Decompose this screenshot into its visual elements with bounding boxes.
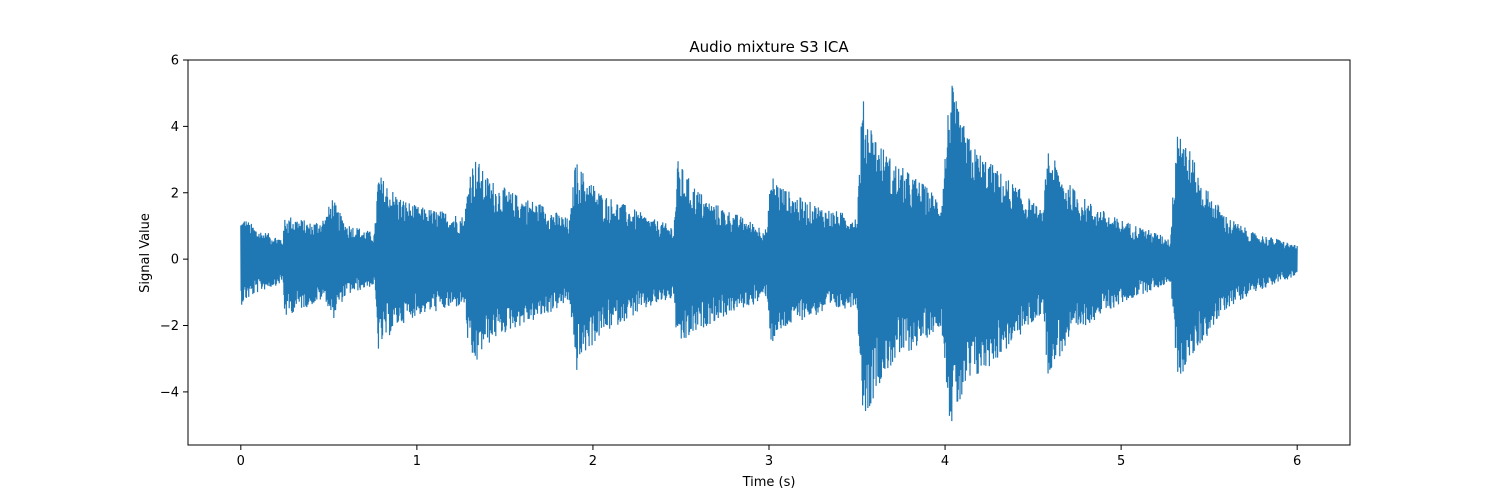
y-tick-label: 6 bbox=[171, 54, 179, 69]
x-tick-label: 2 bbox=[589, 454, 597, 469]
chart-title: Audio mixture S3 ICA bbox=[689, 38, 849, 56]
x-axis-title: Time (s) bbox=[742, 475, 796, 490]
y-tick-label: 2 bbox=[171, 186, 179, 201]
x-axis: 0 1 2 3 4 5 6 bbox=[237, 445, 1301, 469]
y-tick-label: 4 bbox=[171, 120, 179, 135]
x-tick-label: 0 bbox=[237, 454, 245, 469]
x-tick-label: 5 bbox=[1117, 454, 1125, 469]
y-tick-label: −2 bbox=[160, 319, 179, 334]
x-tick-label: 3 bbox=[765, 454, 773, 469]
y-tick-label: −4 bbox=[160, 385, 179, 400]
y-axis: −4 −2 0 2 4 6 bbox=[160, 54, 188, 400]
x-tick-label: 6 bbox=[1293, 454, 1301, 469]
x-tick-label: 1 bbox=[413, 454, 421, 469]
y-tick-label: 0 bbox=[171, 253, 179, 268]
signal-waveform-line bbox=[240, 85, 1298, 422]
y-axis-title: Signal Value bbox=[138, 213, 153, 293]
x-tick-label: 4 bbox=[941, 454, 949, 469]
plot-series-layer bbox=[240, 85, 1298, 422]
